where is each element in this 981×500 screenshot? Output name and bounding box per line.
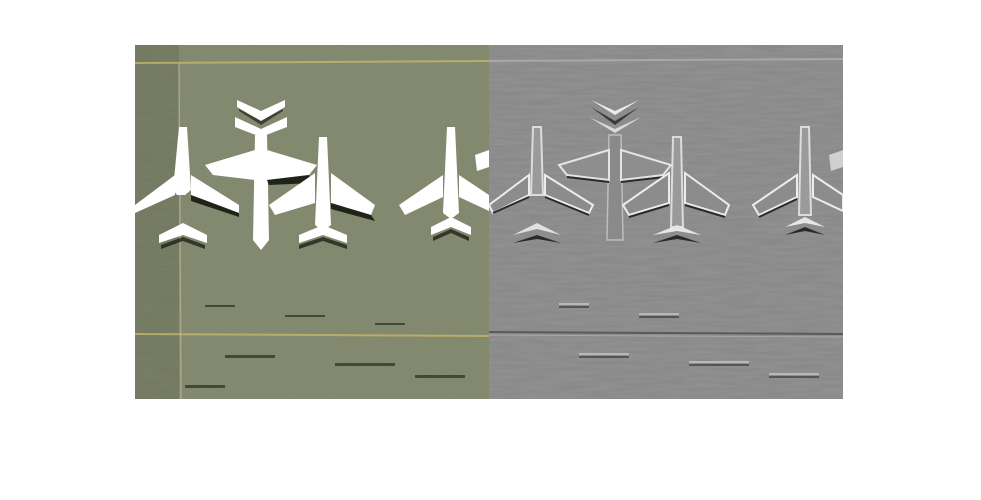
taxi-line-top [135, 60, 489, 64]
texture-noise [135, 45, 489, 399]
plane-1 [135, 127, 239, 249]
emboss-ground-marks [559, 303, 819, 378]
filtered-line-bottom-hi [489, 334, 843, 338]
image-comparison-figure [135, 45, 843, 399]
original-aerial-image [135, 45, 489, 399]
emboss-plane-1 [489, 126, 595, 243]
filtered-texture [489, 45, 843, 399]
emboss-plane-3 [621, 136, 731, 243]
filtered-line-bottom [489, 331, 843, 335]
ground-marks [185, 305, 465, 388]
filtered-line-top [489, 58, 843, 62]
emboss-plane-2 [557, 100, 673, 241]
plane-2 [205, 100, 317, 250]
filtered-emboss-svg [489, 45, 843, 399]
filtered-emboss-image [489, 45, 843, 399]
taxi-line-bottom [135, 333, 489, 337]
emboss-plane-4 [751, 126, 843, 235]
plane-4 [399, 127, 489, 241]
original-aerial-svg [135, 45, 489, 399]
plane-3 [269, 137, 375, 249]
